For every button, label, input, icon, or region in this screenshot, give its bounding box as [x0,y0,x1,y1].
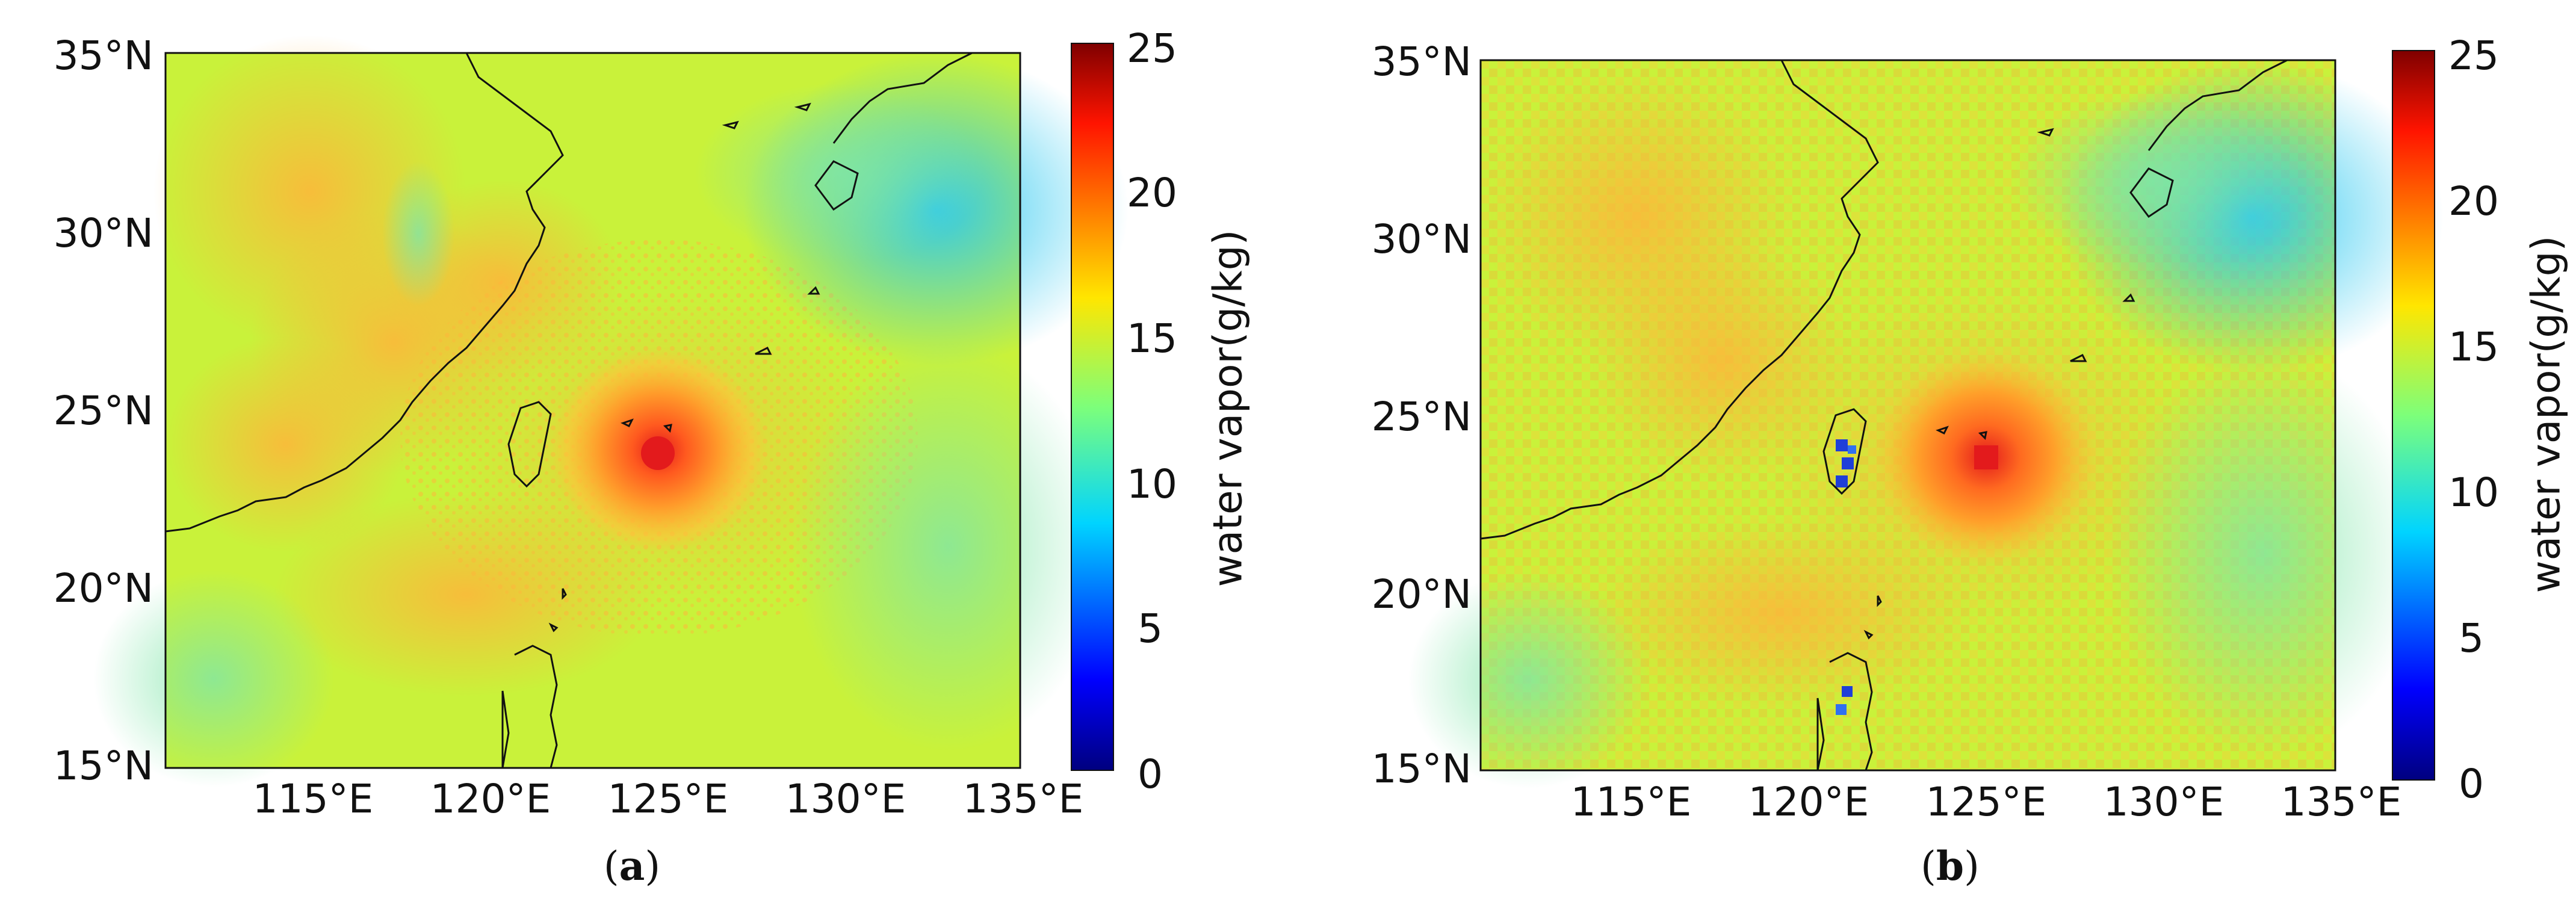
lat-tick: 35°N [53,32,153,79]
colorbar-label: water vapor(g/kg) [2522,235,2569,593]
lon-tick: 115°E [1570,779,1692,825]
colorbar-tick: 20 [1127,170,1177,216]
colorbar-b [2392,50,2435,781]
lon-tick: 130°E [785,776,906,822]
map-a [93,35,1129,787]
lat-tick: 25°N [53,388,153,434]
lat-tick: 30°N [53,210,153,256]
lat-tick: 20°N [53,565,153,611]
colorbar-tick: 15 [2448,324,2499,370]
map-b [1408,59,2444,788]
colorbar-tick: 25 [1127,25,1177,72]
lon-tick: 120°E [430,776,551,822]
coastline-china [165,52,564,533]
caption-b: (b) [1921,843,1980,890]
colorbar-label: water vapor(g/kg) [1204,229,1251,587]
caption-a: (a) [603,843,661,890]
lat-tick: 35°N [1371,39,1472,85]
lon-tick: 130°E [2103,779,2225,825]
colorbar-tick: 0 [2459,761,2484,807]
colorbar-tick: 5 [1138,605,1163,652]
lat-tick: 15°N [1371,746,1472,792]
colorbar-a [1071,43,1114,771]
japan-outline [814,52,973,211]
colorbar-tick: 15 [1127,315,1177,362]
lat-tick: 20°N [1371,571,1472,617]
colorbar-tick: 10 [2448,469,2499,516]
lat-tick: 30°N [1371,216,1472,262]
colorbar-tick: 0 [1138,751,1163,797]
lon-tick: 125°E [607,776,729,822]
lat-tick: 15°N [53,743,153,789]
lon-tick: 120°E [1748,779,1869,825]
colorbar-tick: 10 [1127,461,1177,507]
taiwan-outline [507,401,552,488]
colorbar-tick: 25 [2448,32,2499,79]
lon-tick: 135°E [962,776,1084,822]
lon-tick: 135°E [2280,779,2402,825]
colorbar-tick: 5 [2459,615,2484,661]
lat-tick: 25°N [1371,394,1472,440]
lon-tick: 125°E [1925,779,2047,825]
lon-tick: 115°E [252,776,374,822]
colorbar-tick: 20 [2448,178,2499,224]
luzon-outline [501,645,558,769]
